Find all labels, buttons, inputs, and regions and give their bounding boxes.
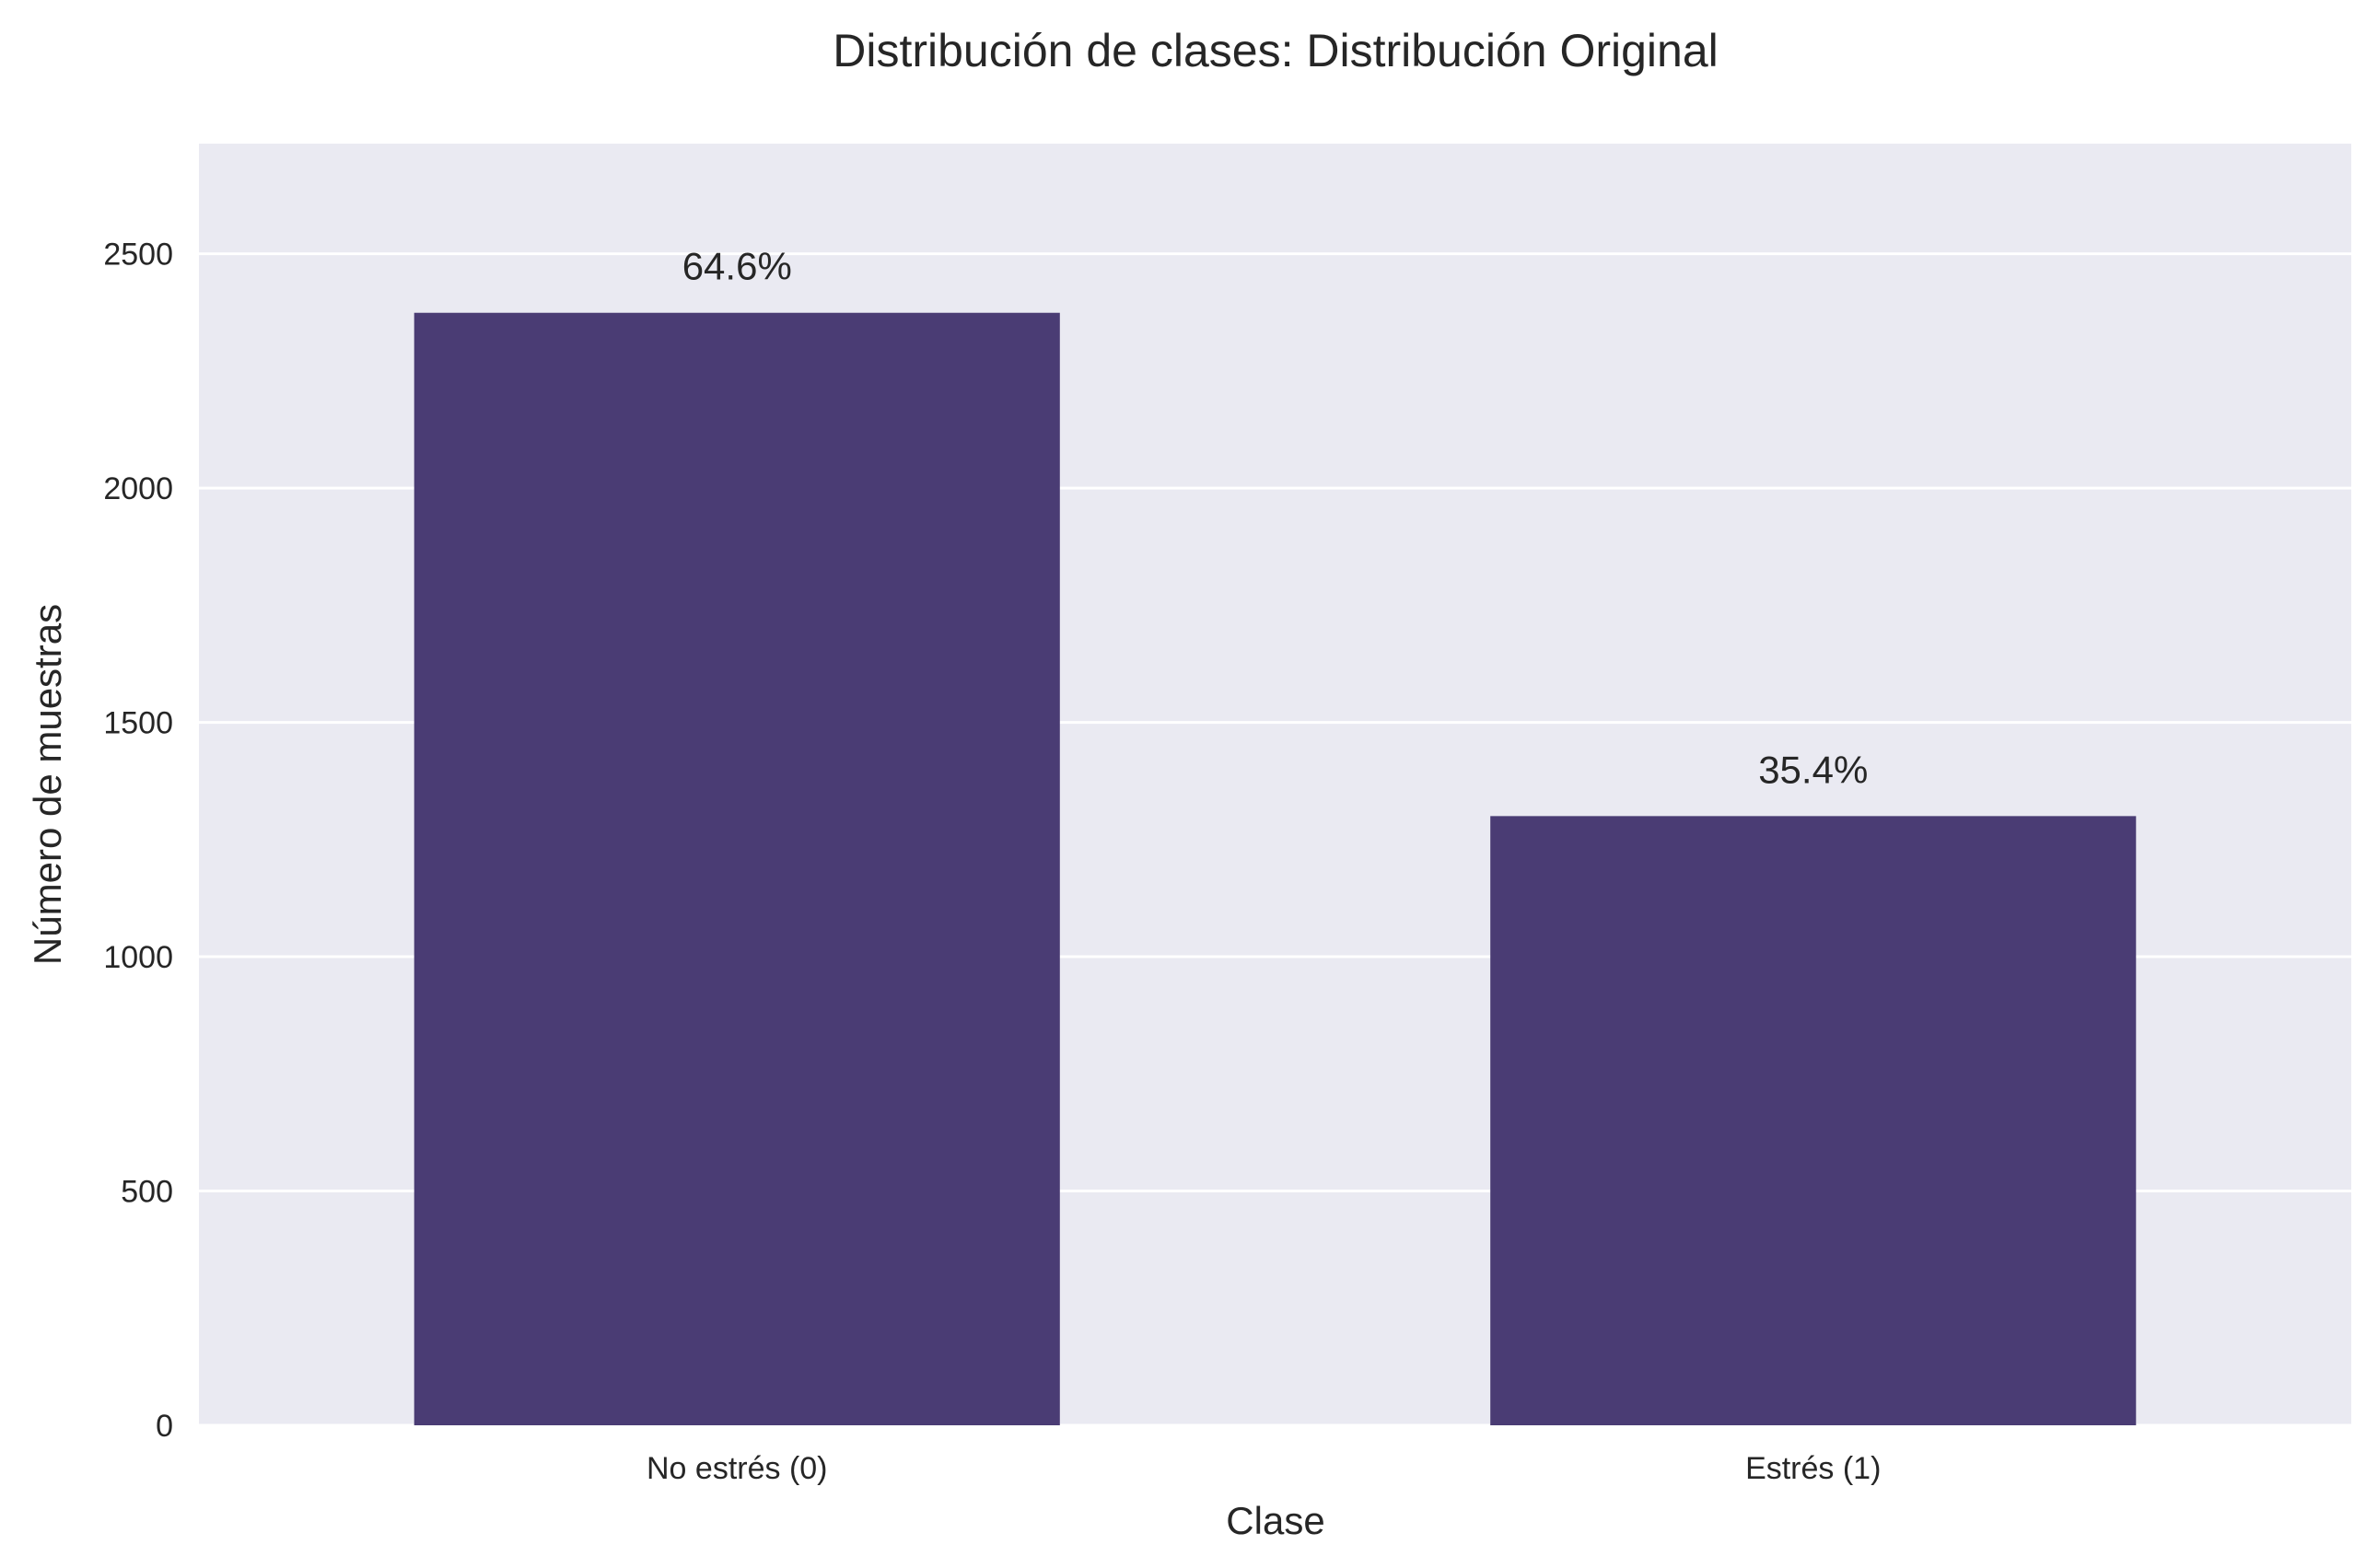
chart-title: Distribución de clases: Distribución Ori… [833, 25, 1719, 76]
bar-data-label: 35.4% [1758, 748, 1868, 791]
y-tick-label: 0 [156, 1409, 173, 1444]
y-tick-label: 2500 [103, 238, 173, 273]
y-tick-label: 500 [121, 1175, 173, 1210]
data-labels: 64.6% 35.4% [682, 245, 1869, 792]
x-tick-label: Estrés (1) [1745, 1451, 1881, 1486]
bar [414, 312, 1060, 1425]
bar [1490, 816, 2137, 1425]
x-axis-ticks: No estrés (0) Estrés (1) [647, 1451, 1881, 1486]
y-tick-label: 1000 [103, 940, 173, 975]
bars [414, 312, 2137, 1425]
y-tick-label: 2000 [103, 471, 173, 506]
x-axis-label: Clase [1226, 1499, 1324, 1542]
y-axis-ticks: 0 500 1000 1500 2000 2500 [103, 238, 173, 1444]
x-tick-label: No estrés (0) [647, 1451, 828, 1486]
y-axis-label: Número de muestras [26, 604, 69, 965]
y-tick-label: 1500 [103, 706, 173, 741]
bar-data-label: 64.6% [682, 245, 792, 288]
